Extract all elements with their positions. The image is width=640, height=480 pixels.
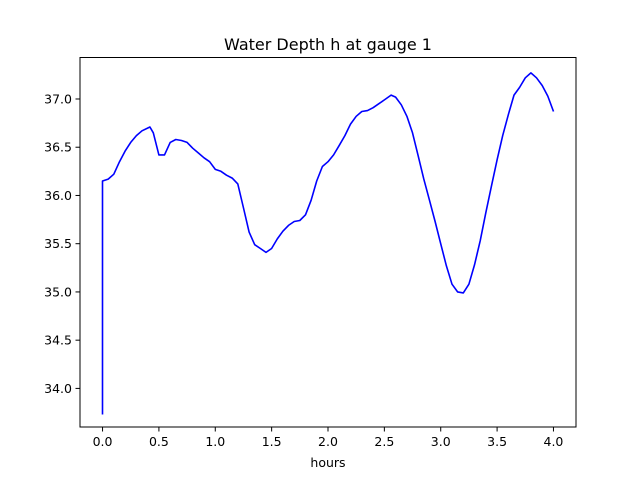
chart-title: Water Depth h at gauge 1 [224, 35, 432, 54]
y-tick-label: 37.0 [44, 91, 72, 106]
y-tick-label: 34.5 [44, 333, 72, 348]
y-tick-label: 34.0 [44, 381, 72, 396]
x-tick-label: 3.0 [431, 434, 451, 449]
y-tick-label: 35.0 [44, 284, 72, 299]
x-tick-label: 4.0 [544, 434, 564, 449]
plot-area [79, 57, 577, 428]
y-axis: 34.0 34.5 35.0 35.5 36.0 36.5 37.0 [44, 91, 80, 396]
x-tick-label: 2.0 [318, 434, 338, 449]
series-line-water-depth [101, 72, 555, 415]
x-tick-label: 3.5 [487, 434, 507, 449]
x-tick-label: 0.0 [93, 434, 113, 449]
y-tick-label: 36.5 [44, 140, 72, 155]
x-tick-label: 2.5 [374, 434, 394, 449]
x-axis-label: hours [310, 455, 345, 470]
y-tick-label: 36.0 [44, 188, 72, 203]
x-tick-label: 0.5 [149, 434, 169, 449]
plot-frame [79, 57, 577, 428]
x-tick-label: 1.0 [205, 434, 225, 449]
y-tick-label: 35.5 [44, 236, 72, 251]
x-axis: 0.0 0.5 1.0 1.5 2.0 2.5 3.0 3.5 4.0 [93, 427, 564, 449]
x-tick-label: 1.5 [262, 434, 282, 449]
